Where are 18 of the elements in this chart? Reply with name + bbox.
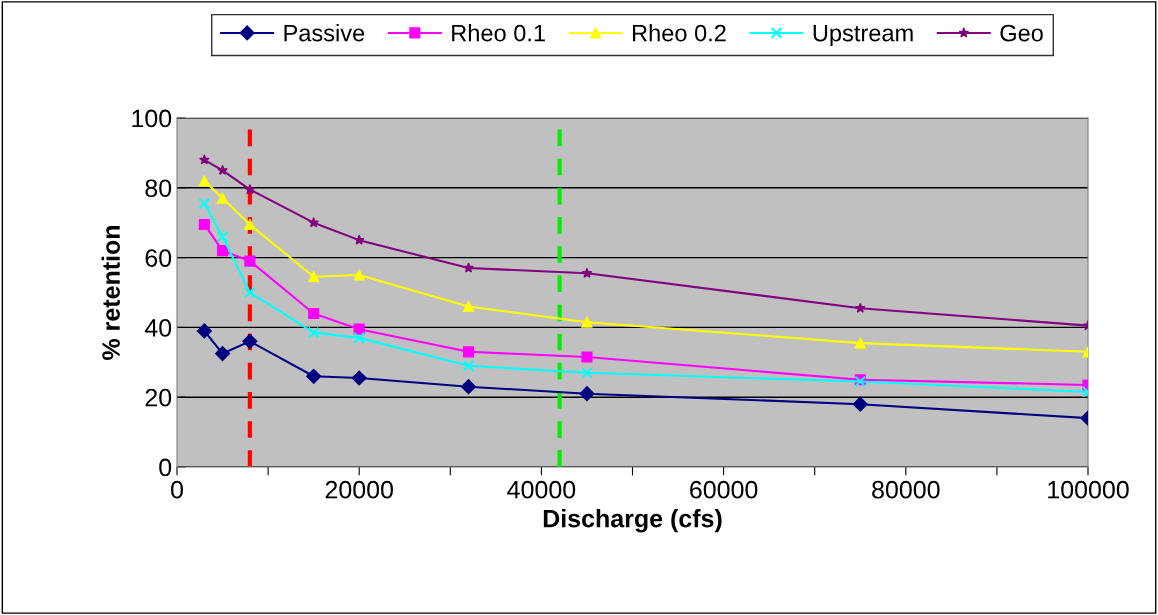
y-tick-label: 60 (145, 249, 172, 267)
legend-label: Passive (284, 24, 365, 42)
legend-label: Rheo 0.2 (632, 24, 726, 42)
x-tick-label: 100000 (1048, 480, 1129, 499)
y-tick-label: 0 (159, 458, 172, 477)
legend-label: Geo (1000, 24, 1043, 42)
y-tick-label: 80 (145, 179, 172, 198)
x-axis-title: Discharge (cfs) (543, 509, 722, 533)
x-tick-label: 20000 (325, 480, 393, 499)
y-axis-title: % retention (101, 225, 120, 360)
x-tick-label: 80000 (872, 480, 940, 499)
legend-label: Rheo 0.1 (452, 24, 545, 42)
y-tick-label: 100 (132, 109, 172, 128)
y-tick-label: 40 (144, 319, 172, 337)
y-tick-label: 20 (145, 388, 172, 407)
legend-label: Upstream (813, 24, 913, 47)
x-tick-label: 60000 (690, 480, 758, 499)
x-tick-label: 40000 (507, 480, 576, 499)
